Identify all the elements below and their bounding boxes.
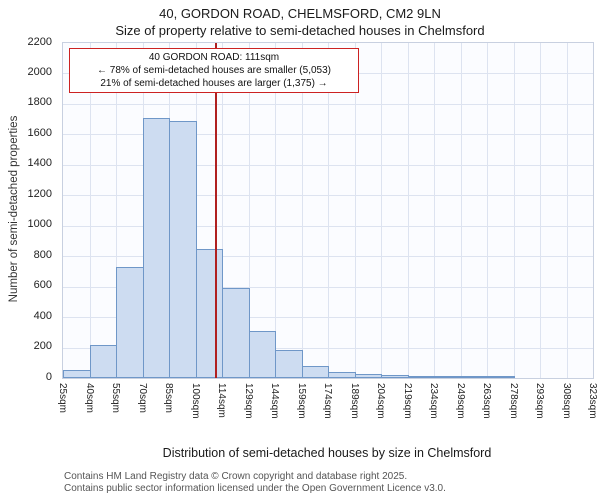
histogram-bar (381, 374, 409, 378)
y-tick-label: 2000 (27, 65, 52, 78)
x-tick-label: 40sqm (83, 383, 95, 414)
x-axis-labels: 25sqm 40sqm 55sqm 70sqm 85sqm 100sqm 114sqm 129… (57, 381, 598, 435)
histogram-bar (248, 330, 276, 378)
gridline-vertical (89, 43, 91, 378)
x-tick-label: 234sqm (428, 383, 439, 419)
y-tick-label: 1200 (27, 187, 52, 200)
x-tick-label: 323sqm (587, 383, 598, 419)
histogram-bar (460, 376, 488, 378)
gridline-vertical (513, 43, 515, 378)
histogram-bar (434, 376, 462, 378)
gridline-vertical (354, 43, 356, 378)
histogram-bar (301, 365, 329, 378)
histogram-bar (222, 288, 250, 378)
y-tick-label: 1000 (27, 218, 52, 231)
y-tick-label: 600 (33, 279, 52, 292)
x-tick-label: 204sqm (375, 383, 386, 419)
y-tick-label: 0 (45, 370, 52, 383)
annotation-line1: 40 GORDON ROAD: 111sqm (148, 52, 280, 63)
histogram-bar (142, 117, 170, 378)
property-marker-line (215, 43, 218, 378)
x-tick-label: 263sqm (481, 383, 492, 419)
histogram-bar (407, 376, 435, 378)
x-tick-label: 144sqm (269, 383, 280, 419)
gridline-vertical (301, 43, 303, 378)
y-tick-label: 1600 (27, 126, 52, 139)
x-tick-label: 70sqm (136, 383, 148, 414)
gridline-vertical (248, 43, 250, 378)
gridline-vertical (222, 43, 223, 378)
x-tick-label: 308sqm (560, 383, 572, 419)
footer-line2: Contains public sector information licen… (64, 482, 446, 494)
histogram-bar (354, 374, 382, 378)
gridline-vertical (566, 43, 568, 378)
y-tick-label: 200 (33, 340, 52, 353)
x-tick-label: 189sqm (348, 383, 360, 419)
annotation-line3: 21% of semi-detached houses are larger (… (100, 78, 328, 89)
gridline-vertical (487, 43, 488, 378)
gridline-vertical (275, 43, 276, 378)
x-axis-title: Distribution of semi-detached houses by … (162, 446, 492, 460)
histogram-bar (63, 370, 91, 378)
x-tick-label: 293sqm (534, 383, 545, 419)
gridline-vertical (328, 43, 329, 378)
x-tick-label: 174sqm (322, 383, 333, 419)
gridline-vertical (540, 43, 541, 378)
gridline-vertical (434, 43, 435, 378)
footer-line1: Contains HM Land Registry data © Crown c… (64, 471, 408, 482)
x-tick-label: 55sqm (110, 383, 121, 414)
plot-area: 40 GORDON ROAD: 111sqm ← 78% of semi-det… (62, 42, 594, 379)
histogram-bar (328, 371, 356, 378)
y-axis-labels: 0 200 400 600 800 1000 1200 1400 1600 1800 2000 220… (0, 36, 58, 383)
gridline-vertical (460, 43, 462, 378)
histogram-bar (487, 376, 515, 378)
x-tick-label: 159sqm (295, 383, 307, 419)
y-tick-label: 1800 (27, 96, 52, 109)
x-tick-label: 219sqm (401, 383, 413, 419)
histogram-bar (275, 349, 303, 378)
gridline-vertical (381, 43, 382, 378)
histogram-bar (195, 248, 223, 378)
chart-title: 40, GORDON ROAD, CHELMSFORD, CM2 9LN (159, 6, 441, 21)
y-tick-label: 1400 (27, 157, 52, 170)
x-tick-label: 100sqm (189, 383, 201, 419)
gridline-vertical (407, 43, 409, 378)
x-tick-label: 278sqm (507, 383, 519, 419)
x-tick-label: 129sqm (242, 383, 254, 419)
y-tick-label: 400 (33, 309, 52, 322)
x-tick-label: 85sqm (163, 383, 174, 414)
x-tick-label: 25sqm (57, 383, 68, 414)
chart-titles: 40, GORDON ROAD, CHELMSFORD, CM2 9LN Siz… (0, 5, 600, 39)
histogram-bar (169, 120, 197, 378)
y-tick-label: 2200 (27, 35, 52, 48)
footer: Contains HM Land Registry data © Crown c… (64, 471, 446, 494)
histogram-bar (116, 266, 144, 378)
annotation-box: 40 GORDON ROAD: 111sqm ← 78% of semi-det… (69, 48, 359, 93)
annotation-line2: ← 78% of semi-detached houses are smalle… (96, 65, 331, 76)
x-tick-label: 114sqm (216, 383, 227, 418)
gridline-vertical (116, 43, 117, 378)
histogram-bar (89, 344, 117, 378)
x-tick-label: 249sqm (454, 383, 466, 419)
y-tick-label: 800 (33, 248, 52, 261)
chart-subtitle: Size of property relative to semi-detach… (115, 23, 485, 38)
